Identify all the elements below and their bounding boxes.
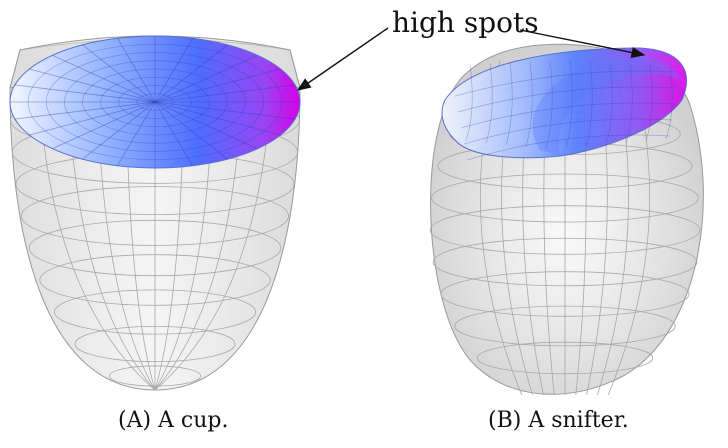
cup-surface-spoke [29,68,156,103]
snifter-surface-line [463,118,673,145]
panel-cup [9,35,301,391]
arrow-to-cup-high-spot [296,27,389,91]
cup-surface-spoke [52,101,156,150]
cup-surface-spoke [154,68,281,103]
snifter-surface-line [505,62,513,146]
cup-surface-spoke [154,101,193,166]
cup-surface-spokes [10,36,300,168]
cup-surface-ring [64,60,246,144]
snifter-surface-line [466,134,671,161]
cup-surface-spoke [154,38,193,103]
cup-surface-ring [82,68,228,136]
cup-surface-spoke [29,101,156,136]
snifter-surface-line [454,70,679,97]
snifter-surface-line [465,64,473,142]
snifter-surface-fold [532,57,682,156]
snifter-surface-line [645,64,653,142]
snifter-surface-line [457,86,677,113]
cup-surface-spoke [117,101,156,166]
snifter-surface [441,47,687,159]
cup-surface [9,35,301,169]
annotation-label: high spots [392,6,539,39]
cup-surface-spoke [14,84,156,103]
cup-surface-spoke [82,44,156,103]
snifter-surface-line [525,61,533,148]
snifter-surface-lines [454,60,679,161]
cup-surface-spoke [14,101,156,120]
cup-surface-spoke [117,38,156,103]
cup-surface-spoke [52,54,156,103]
cup-surface-spoke [154,101,296,120]
cup-surface-spoke [154,101,228,160]
cup-surface-spoke [154,54,258,103]
cup-surface-spoke [82,101,156,160]
snifter-surface-line [625,63,633,144]
snifter-surface-line [605,62,613,146]
cup-surface-rings [27,43,283,161]
cup-surface-ring [45,52,265,152]
cup-surface-spoke [154,101,258,150]
cup-surface-spoke [154,44,228,103]
cup-surface-ring [100,76,210,128]
cup-surface-ring [136,93,174,111]
snifter-surface-line [485,63,493,144]
cup-surface-spoke [154,84,296,103]
snifter-surface-line [545,60,553,150]
cup-surface-spoke [154,101,281,136]
arrow-to-snifter-high-spot [519,29,646,58]
snifter-surface-line [585,61,593,148]
snifter-surface-line [460,102,675,129]
panel-snifter [429,43,704,396]
cup-surface-ring [118,85,192,119]
snifter-surface-line [565,60,573,150]
caption-snifter: (B) A snifter. [488,408,629,433]
snifter-surface-line [665,65,673,140]
cup-surface-ring [27,43,283,161]
caption-cup: (A) A cup. [118,408,229,433]
